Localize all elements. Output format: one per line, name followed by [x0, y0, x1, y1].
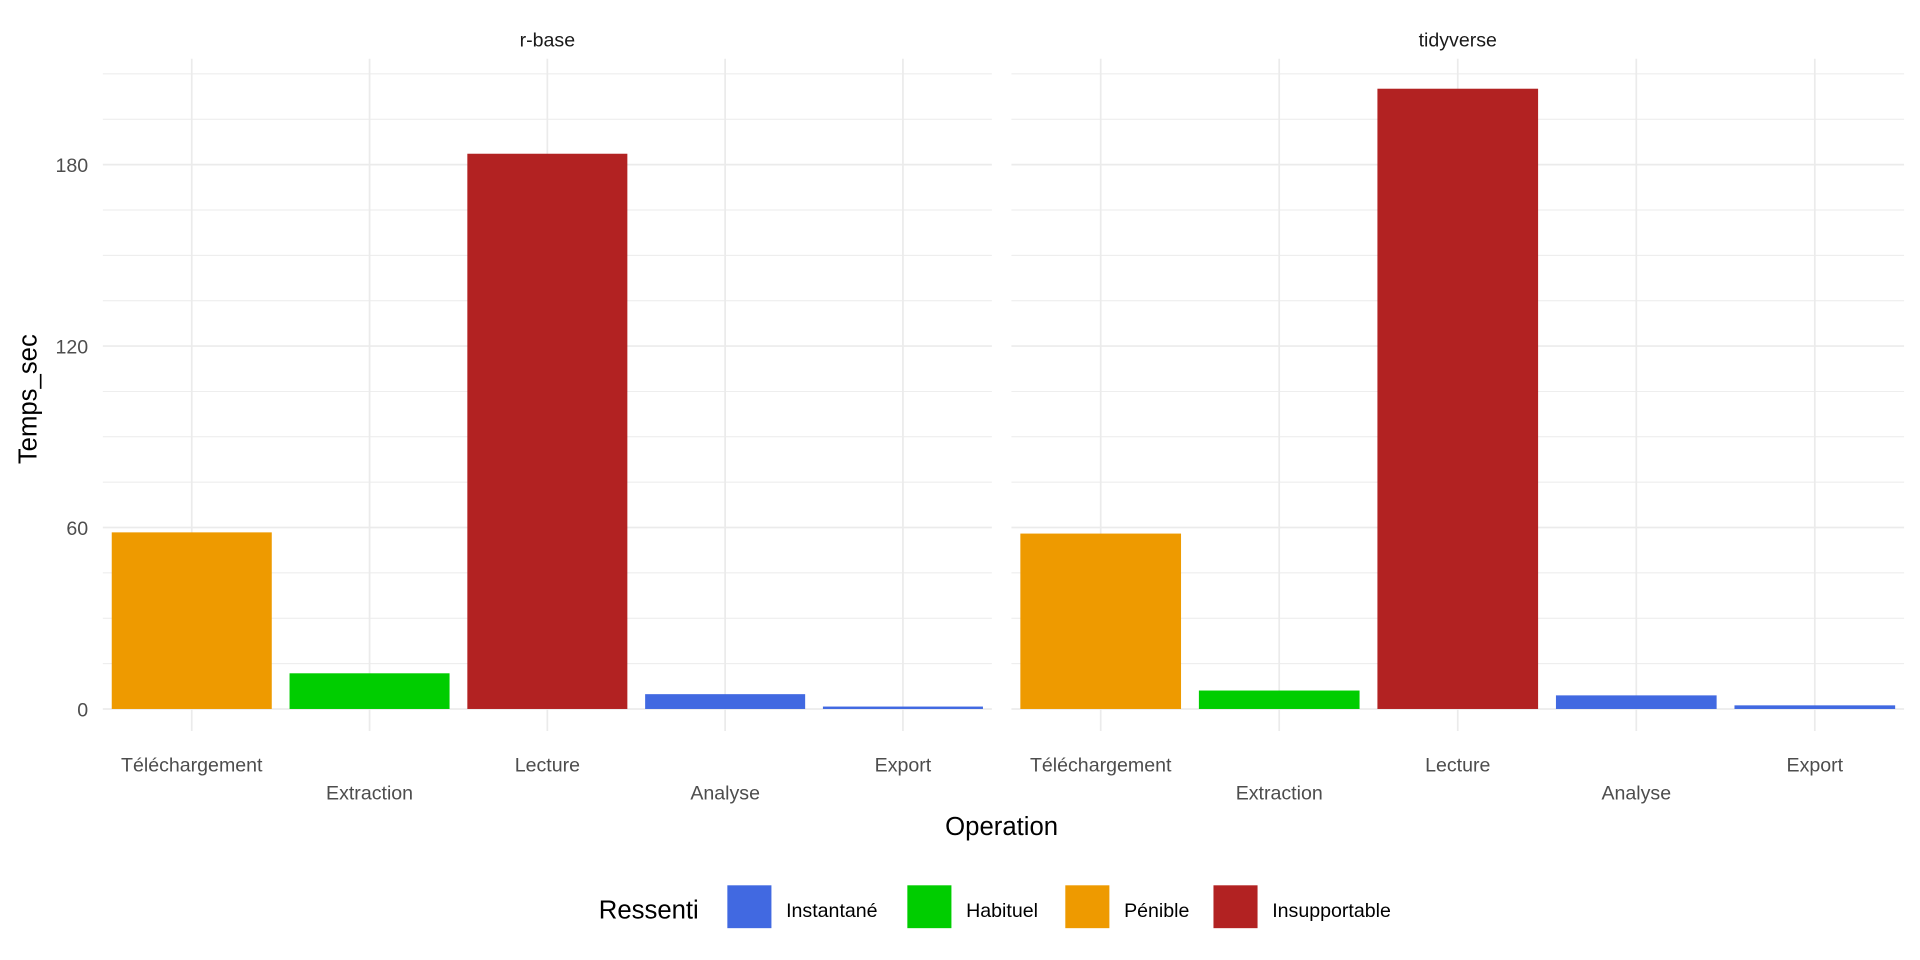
bar-tidyverse-extraction: [1198, 690, 1360, 709]
legend-label: Instantané: [786, 900, 878, 922]
x-tick-label: Lecture: [515, 754, 580, 776]
facet-strip-label: r-base: [520, 30, 576, 52]
legend-key-2: [1065, 885, 1110, 929]
legend-label: Pénible: [1124, 900, 1189, 922]
x-tick-label: Export: [1787, 754, 1844, 776]
facet-strip-label: tidyverse: [1419, 30, 1497, 52]
x-tick-label: Analyse: [1601, 783, 1671, 805]
x-tick-label: Lecture: [1425, 754, 1490, 776]
x-tick-label: Téléchargement: [1030, 754, 1172, 776]
legend-key-1: [907, 885, 952, 929]
legend-title: Ressenti: [599, 896, 699, 924]
legend-label: Insupportable: [1272, 900, 1391, 922]
panel-r-base: r-base Téléchargement Extraction Lecture Ana…: [102, 30, 992, 805]
bar-tidyverse-analyse: [1555, 695, 1717, 709]
bar-r-base-analyse: [645, 694, 806, 709]
x-axis-title: Operation: [945, 813, 1058, 841]
legend-key-0: [727, 885, 772, 929]
legend-key-3: [1213, 885, 1258, 929]
bar-r-base-lecture: [467, 153, 628, 709]
y-tick-label: 60: [66, 518, 88, 540]
y-tick-label: 180: [55, 155, 88, 177]
x-tick-label: Extraction: [1236, 783, 1323, 805]
bar-tidyverse-téléchargement: [1020, 533, 1182, 709]
y-tick-label: 120: [55, 336, 88, 358]
legend-label: Habituel: [966, 900, 1038, 922]
bar-tidyverse-export: [1734, 705, 1896, 709]
x-tick-label: Export: [875, 754, 932, 776]
legend: Ressenti Instantané Habituel Pénible Insuppo…: [599, 885, 1391, 929]
bar-r-base-export: [822, 706, 983, 709]
panel-tidyverse: tidyverse Téléchargement Extraction Lecture…: [1011, 30, 1905, 805]
y-axis-title: Temps_sec: [15, 334, 43, 464]
y-tick-label: 0: [77, 699, 88, 721]
bar-r-base-téléchargement: [111, 532, 272, 709]
x-tick-label: Analyse: [690, 783, 760, 805]
bar-tidyverse-lecture: [1377, 88, 1539, 709]
bar-r-base-extraction: [289, 673, 450, 709]
x-tick-label: Extraction: [326, 783, 413, 805]
x-tick-label: Téléchargement: [121, 754, 263, 776]
